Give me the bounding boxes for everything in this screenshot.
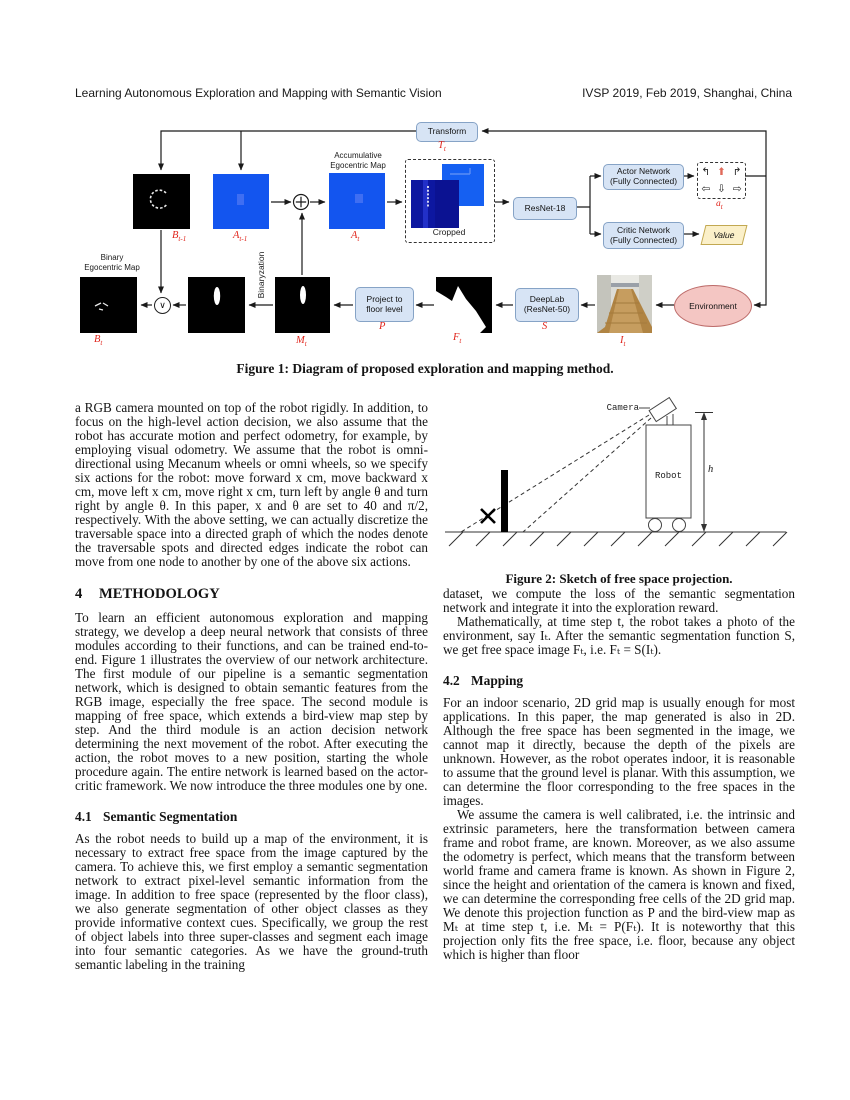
figure2-drawing xyxy=(445,396,788,547)
value-box: Value xyxy=(700,225,748,245)
figure2-caption: Figure 2: Sketch of free space projectio… xyxy=(505,571,733,586)
cropped-box xyxy=(405,159,495,243)
move-forward-icon: ⬆ xyxy=(717,165,726,178)
binary-map-label: Binary Egocentric Map xyxy=(84,253,140,272)
robot-wheel xyxy=(648,518,662,532)
math-label-Mt: Mt xyxy=(296,335,307,349)
math-label-P: P xyxy=(379,321,386,332)
paragraph: Mathematically, at time step t, the robo… xyxy=(443,614,795,657)
paragraph: As the robot needs to build up a map of … xyxy=(75,831,428,972)
turn-right-icon: ↱ xyxy=(732,165,742,178)
actor-network-box: Actor Network (Fully Connected) xyxy=(603,164,684,190)
resnet18-box: ResNet-18 xyxy=(513,197,577,220)
accumulative-map-label: Accumulative Egocentric Map xyxy=(330,151,386,170)
obstacle-bar xyxy=(501,470,508,532)
resnet18-label: ResNet-18 xyxy=(524,202,566,213)
paragraph: For an indoor scenario, 2D grid map is u… xyxy=(443,695,795,808)
section-heading-semseg: 4.1 Semantic Segmentation xyxy=(75,809,238,824)
math-label-at: at xyxy=(716,199,723,211)
move-right-icon: ⇨ xyxy=(732,183,742,196)
robot-wheel xyxy=(672,518,686,532)
right-column: Camera Robot h Figure 2: Sketch of free … xyxy=(443,393,795,962)
value-label: Value xyxy=(712,230,736,240)
cropped-image-front xyxy=(411,180,459,228)
left-column: a RGB camera mounted on top of the robot… xyxy=(75,401,428,972)
math-label-It: It xyxy=(620,335,626,349)
binaryzation-label: Binaryzation xyxy=(256,251,266,299)
camera-label: Camera xyxy=(606,403,639,413)
math-label-Aprev: At-1 xyxy=(233,230,248,244)
section-heading-mapping: 4.2 Mapping xyxy=(443,673,524,688)
math-label-S: S xyxy=(542,321,548,332)
or-node: ∨ xyxy=(154,297,171,314)
camera-body xyxy=(648,396,678,423)
paragraph: We assume the camera is well calibrated,… xyxy=(443,807,795,962)
sum-node xyxy=(292,193,310,211)
move-backward-icon: ⇩ xyxy=(717,183,726,196)
height-label: h xyxy=(708,464,714,475)
math-label-Tt: Tt xyxy=(438,140,446,154)
paragraph: To learn an efficient autonomous explora… xyxy=(75,610,428,793)
environment-label: Environment xyxy=(689,301,737,311)
map-image-B-prev xyxy=(133,174,190,229)
math-label-Ft: Ft xyxy=(453,332,462,346)
ground-intersection-mark xyxy=(480,508,496,524)
map-image-A-prev xyxy=(213,174,269,229)
action-set-box: ↰ ⬆ ↱ ⇦ ⇩ ⇨ xyxy=(697,162,746,199)
paragraph: dataset, we compute the loss of the sema… xyxy=(443,586,795,615)
figure2-diagram: Camera Robot h xyxy=(443,393,788,563)
map-image-Bt xyxy=(80,277,137,333)
map-image-binarized xyxy=(188,277,245,333)
camera-photo-It xyxy=(597,275,652,333)
transform-box: Transform xyxy=(416,122,478,142)
turn-left-icon: ↰ xyxy=(701,165,711,178)
environment-node: Environment xyxy=(674,285,752,327)
transform-label: Transform xyxy=(427,126,467,137)
figure1-caption: Figure 1: Diagram of proposed exploratio… xyxy=(236,361,614,376)
running-header-venue: IVSP 2019, Feb 2019, Shanghai, China xyxy=(582,86,792,100)
map-image-Mt xyxy=(275,277,330,333)
robot-label: Robot xyxy=(654,471,682,481)
critic-network-box: Critic Network (Fully Connected) xyxy=(603,222,684,249)
paragraph: a RGB camera mounted on top of the robot… xyxy=(75,400,428,569)
map-image-Ft xyxy=(436,277,492,333)
figure1-diagram: Transform Tt Bt-1 At-1 Accumulative Egoc… xyxy=(75,118,795,360)
deeplab-box: DeepLab (ResNet-50) xyxy=(515,288,579,322)
map-image-At xyxy=(329,173,385,229)
math-label-At: At xyxy=(351,230,360,244)
move-left-icon: ⇦ xyxy=(701,183,711,196)
project-box: Project to floor level xyxy=(355,287,414,322)
math-label-Bprev: Bt-1 xyxy=(172,230,187,244)
running-header-title: Learning Autonomous Exploration and Mapp… xyxy=(75,86,442,100)
section-heading-methodology: 4 METHODOLOGY xyxy=(75,586,220,602)
math-label-Bt: Bt xyxy=(94,334,103,348)
cropped-label: Cropped xyxy=(432,227,466,237)
figure1-connectors xyxy=(140,128,767,308)
robot-body xyxy=(645,424,692,519)
